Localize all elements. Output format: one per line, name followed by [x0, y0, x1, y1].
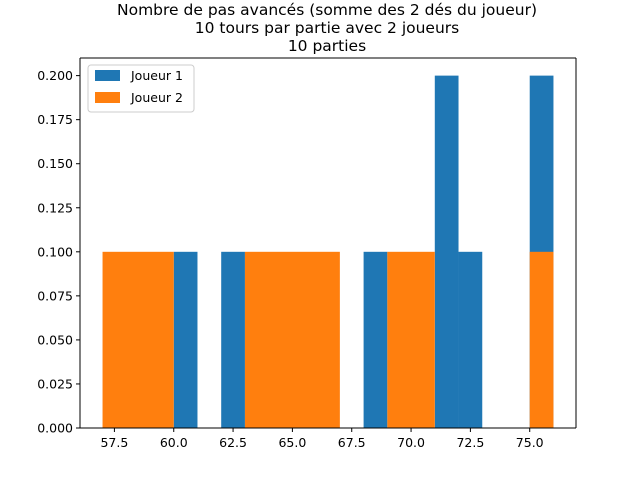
legend-swatch-2 [95, 92, 120, 103]
bars [102, 75, 554, 428]
y-tick-label: 0.200 [37, 68, 73, 83]
bar-series2-bin-4 [529, 251, 554, 428]
y-tick-label: 0.050 [37, 332, 73, 347]
x-tick-label: 65.0 [278, 435, 306, 450]
y-axis-ticks: 0.000 0.025 0.050 0.075 0.100 0.125 0.150 0.175… [37, 68, 80, 436]
bar-series1-bin-3 [363, 251, 388, 428]
x-tick-label: 67.5 [338, 435, 366, 450]
x-tick-label: 62.5 [219, 435, 247, 450]
y-tick-label: 0.175 [37, 112, 73, 127]
title-line-1: Nombre de pas avancés (somme des 2 dés d… [117, 1, 537, 19]
legend-label-1: Joueur 1 [130, 68, 183, 83]
bar-series2-bin-2 [244, 251, 340, 428]
y-tick-label: 0.125 [37, 200, 73, 215]
title-line-3: 10 parties [288, 37, 366, 55]
bar-series1-bin-1 [173, 251, 198, 428]
title-line-2: 10 tours par partie avec 2 joueurs [195, 19, 459, 37]
x-tick-label: 70.0 [397, 435, 425, 450]
y-tick-label: 0.075 [37, 288, 73, 303]
legend-label-2: Joueur 2 [130, 90, 183, 105]
y-tick-label: 0.100 [37, 244, 73, 259]
legend: Joueur 1 Joueur 2 [87, 64, 195, 113]
bar-series1-bin-4 [434, 75, 459, 428]
x-tick-label: 75.0 [516, 435, 544, 450]
x-tick-label: 72.5 [456, 435, 484, 450]
chart-title: Nombre de pas avancés (somme des 2 dés d… [117, 1, 537, 55]
y-tick-label: 0.000 [37, 421, 73, 436]
y-tick-label: 0.025 [37, 376, 73, 391]
x-tick-label: 60.0 [160, 435, 188, 450]
bar-series1-bin-2 [221, 251, 245, 428]
bar-series2-bin-3 [387, 251, 435, 428]
bar-series2-bin-1 [102, 251, 174, 428]
bar-series1-bin-5 [458, 251, 483, 428]
x-axis-ticks: 57.5 60.0 62.5 65.0 67.5 70.0 72.5 75.0 [100, 428, 544, 450]
x-tick-label: 57.5 [100, 435, 128, 450]
legend-swatch-1 [95, 70, 120, 81]
y-tick-label: 0.150 [37, 156, 73, 171]
